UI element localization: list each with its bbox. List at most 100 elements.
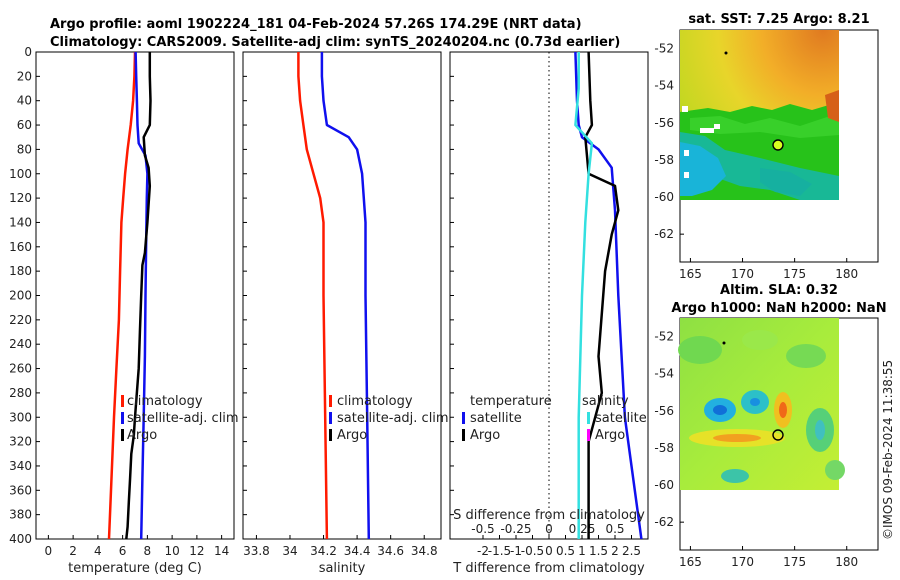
map-y-tick-label: -58 — [654, 153, 674, 167]
s-tick-label: 0 — [545, 522, 553, 536]
legend-label-satellite: satellite-adj. clim — [127, 411, 239, 426]
sst-map-title: sat. SST: 7.25 Argo: 8.21 — [688, 12, 869, 27]
x-tick-label: 34.4 — [344, 544, 371, 558]
map-x-tick-label: 180 — [835, 267, 858, 281]
x-tick-label: 0 — [545, 544, 553, 558]
x-tick-label: 34.2 — [310, 544, 337, 558]
x-tick-label: 2.5 — [622, 544, 641, 558]
x-tick-label: 34.8 — [411, 544, 438, 558]
s-tick-label: -0.25 — [500, 522, 531, 536]
series-line-t-argo — [584, 51, 620, 539]
y-tick-label: 160 — [9, 240, 32, 254]
sst-field — [680, 30, 839, 200]
y-tick-label: 200 — [9, 289, 32, 303]
salinity-legend: climatology satellite-adj. clim Argo — [329, 394, 449, 443]
sla-map-title-line1: Altim. SLA: 0.32 — [720, 283, 838, 298]
map-x-tick-label: 175 — [783, 555, 806, 569]
map-x-tick-label: 170 — [731, 555, 754, 569]
sla-argo-marker — [772, 429, 784, 441]
y-tick-label: 240 — [9, 337, 32, 351]
x-tick-label: -0.5 — [521, 544, 544, 558]
legend-swatch-argo — [329, 429, 332, 441]
map-y-tick-label: -54 — [654, 367, 674, 381]
x-tick-label: 10 — [164, 544, 179, 558]
legend-label-t-satellite: satellite — [470, 411, 522, 426]
series-line-s-satellite — [574, 52, 594, 539]
legend-swatch-argo — [121, 429, 124, 441]
y-tick-label: 100 — [9, 167, 32, 181]
ticks-layer: 0 2 4 6 8 10 12 1402040608010012014016018020022… — [9, 42, 858, 569]
map-x-tick-label: 170 — [731, 267, 754, 281]
legend-swatch-climatology — [329, 395, 332, 407]
y-tick-label: 220 — [9, 313, 32, 327]
x-tick-label: 33.8 — [243, 544, 270, 558]
x-tick-label: -1.5 — [488, 544, 511, 558]
legend-label-s-satellite: satellite — [595, 411, 647, 426]
legend-label-climatology: climatology — [127, 394, 203, 409]
legend-label-argo: Argo — [337, 428, 367, 443]
y-tick-label: 0 — [24, 45, 32, 59]
temperature-legend: climatology satellite-adj. clim Argo — [121, 394, 239, 443]
y-tick-label: 360 — [9, 483, 32, 497]
map-y-tick-label: -56 — [654, 404, 674, 418]
map-x-tick-label: 175 — [783, 267, 806, 281]
figure-title-line1: Argo profile: aoml 1902224_181 04-Feb-20… — [50, 17, 582, 32]
y-tick-label: 300 — [9, 410, 32, 424]
x-tick-label: 6 — [119, 544, 127, 558]
y-tick-label: 60 — [17, 118, 32, 132]
y-tick-label: 280 — [9, 386, 32, 400]
y-tick-label: 80 — [17, 142, 32, 156]
legend-label-satellite: satellite-adj. clim — [337, 411, 449, 426]
legend-swatch-satellite — [329, 412, 332, 424]
map-y-tick-label: -52 — [654, 42, 674, 56]
map-x-tick-label: 180 — [835, 555, 858, 569]
series-line-argo — [125, 52, 152, 540]
legend-swatch-s-argo — [587, 429, 590, 441]
map-y-tick-label: -60 — [654, 478, 674, 492]
s-tick-label: -0.5 — [471, 522, 494, 536]
legend-swatch-satellite — [121, 412, 124, 424]
x-tick-label: -1 — [510, 544, 522, 558]
y-tick-label: 260 — [9, 362, 32, 376]
map-y-tick-label: -60 — [654, 190, 674, 204]
legend-label-salinity: salinity — [582, 394, 629, 409]
legend-label-temperature: temperature — [470, 394, 552, 409]
legend-swatch-s-satellite — [587, 412, 590, 424]
series-line-climatology — [107, 51, 137, 540]
x-tick-label: 34.6 — [377, 544, 404, 558]
map-y-tick-label: -58 — [654, 441, 674, 455]
y-tick-label: 400 — [9, 532, 32, 546]
difference-legend: temperature satellite Argo salinity sate… — [462, 394, 647, 443]
y-tick-label: 20 — [17, 69, 32, 83]
x-tick-label: 2 — [69, 544, 77, 558]
y-tick-label: 140 — [9, 215, 32, 229]
y-tick-label: 340 — [9, 459, 32, 473]
map-y-tick-label: -52 — [654, 330, 674, 344]
x-tick-label: 1.5 — [589, 544, 608, 558]
legend-swatch-t-satellite — [462, 412, 465, 424]
y-tick-label: 380 — [9, 508, 32, 522]
x-tick-label: 12 — [189, 544, 204, 558]
legend-label-climatology: climatology — [337, 394, 413, 409]
map-y-tick-label: -62 — [654, 227, 674, 241]
temperature-xlabel: temperature (deg C) — [68, 561, 202, 576]
s-tick-label: 0.5 — [605, 522, 624, 536]
map-y-tick-label: -54 — [654, 79, 674, 93]
figure-title-line2: Climatology: CARS2009. Satellite-adj cli… — [50, 35, 620, 50]
sst-float-dot — [724, 51, 728, 55]
legend-label-s-argo: Argo — [595, 428, 625, 443]
salinity-xlabel: salinity — [319, 561, 366, 576]
x-tick-label: -2 — [477, 544, 489, 558]
salinity-axes — [242, 51, 442, 540]
x-tick-label: 8 — [144, 544, 152, 558]
map-x-tick-label: 165 — [679, 555, 702, 569]
x-tick-label: 0.5 — [556, 544, 575, 558]
y-tick-label: 40 — [17, 94, 32, 108]
y-tick-label: 180 — [9, 264, 32, 278]
series-line-satellite-adj-clim — [320, 52, 371, 540]
series-line-satellite-adj-clim — [134, 51, 149, 540]
map-y-tick-label: -56 — [654, 116, 674, 130]
series-line-t-satellite — [574, 51, 643, 540]
series-layer — [107, 51, 643, 540]
y-tick-label: 320 — [9, 435, 32, 449]
